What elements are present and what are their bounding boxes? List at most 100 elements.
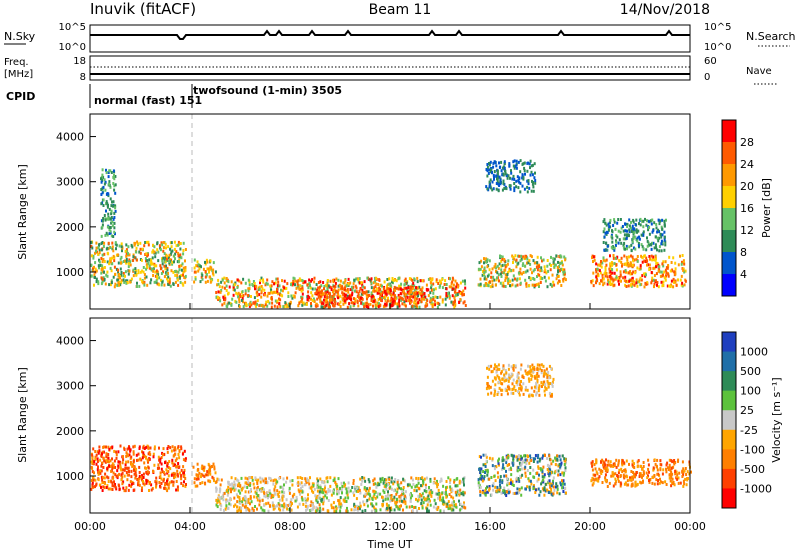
data-cell <box>523 256 526 260</box>
data-cell <box>390 487 393 491</box>
data-cell <box>272 507 275 511</box>
data-cell <box>111 262 114 266</box>
data-cell <box>396 305 399 309</box>
data-cell <box>639 276 642 280</box>
data-cell <box>543 488 546 492</box>
data-cell <box>430 302 433 306</box>
data-cell <box>611 229 613 233</box>
data-cell <box>341 297 344 301</box>
data-cell <box>480 467 483 471</box>
data-cell <box>267 291 270 295</box>
data-cell <box>374 509 377 513</box>
data-cell <box>107 194 110 198</box>
data-cell <box>168 281 171 285</box>
data-cell <box>525 458 528 462</box>
data-cell <box>548 471 551 475</box>
data-cell <box>520 463 523 467</box>
data-cell <box>595 470 598 474</box>
data-cell <box>348 302 351 306</box>
data-cell <box>531 173 534 177</box>
data-cell <box>496 172 499 176</box>
data-cell <box>495 465 498 469</box>
data-cell <box>109 487 112 491</box>
data-cell <box>177 240 180 244</box>
data-cell <box>231 484 234 488</box>
data-cell <box>128 258 131 262</box>
data-cell <box>275 478 278 482</box>
data-cell <box>125 454 128 458</box>
data-cell <box>101 452 103 456</box>
data-cell <box>96 468 99 472</box>
data-cell <box>169 252 172 256</box>
data-cell <box>397 277 400 281</box>
data-cell <box>547 470 550 474</box>
y-tick-label: 3000 <box>56 176 84 189</box>
data-cell <box>201 277 204 281</box>
data-cell <box>441 286 444 290</box>
data-cell <box>563 463 566 466</box>
data-cell <box>109 266 112 270</box>
data-cell <box>165 468 168 472</box>
data-cell <box>555 277 558 281</box>
data-cell <box>481 491 484 495</box>
data-cell <box>501 263 504 267</box>
data-cell <box>609 264 612 268</box>
data-cell <box>324 494 327 498</box>
data-cell <box>358 277 361 281</box>
data-cell <box>282 503 285 507</box>
data-cell <box>507 259 510 263</box>
data-cell <box>636 465 639 469</box>
data-cell <box>463 300 466 304</box>
data-cell <box>193 477 196 481</box>
data-cell <box>226 488 228 492</box>
data-cell <box>462 503 465 507</box>
data-cell <box>532 259 535 263</box>
data-cell <box>613 464 616 468</box>
data-cell <box>107 476 110 480</box>
data-cell <box>237 479 240 483</box>
data-cell <box>296 285 299 289</box>
data-cell <box>249 300 252 304</box>
data-cell <box>646 236 648 240</box>
data-cell <box>506 481 509 485</box>
data-cell <box>101 223 104 227</box>
data-cell <box>408 277 411 281</box>
nave-tick-high: 60 <box>704 56 717 67</box>
data-cell <box>165 246 167 250</box>
data-cell <box>105 200 108 204</box>
data-cell <box>130 463 133 467</box>
data-cell <box>310 500 313 504</box>
data-cell <box>542 480 545 484</box>
data-cell <box>301 279 304 283</box>
data-cell <box>166 489 169 493</box>
data-cell <box>147 253 149 257</box>
data-cell <box>145 479 148 483</box>
data-cell <box>456 477 459 481</box>
data-cell <box>179 280 182 284</box>
data-cell <box>277 280 280 284</box>
data-cell <box>216 477 219 481</box>
data-cell <box>215 489 218 493</box>
data-cell <box>357 278 360 282</box>
data-cell <box>596 267 599 271</box>
data-cell <box>159 485 162 489</box>
data-cell <box>283 279 286 283</box>
data-cell <box>270 493 273 497</box>
data-cell <box>389 292 392 296</box>
data-cell <box>385 301 388 305</box>
data-cell <box>136 281 138 285</box>
data-cell <box>141 474 143 478</box>
data-cell <box>427 494 430 498</box>
data-cell <box>372 489 375 493</box>
data-cell <box>562 279 565 283</box>
data-cell <box>106 270 109 274</box>
data-cell <box>281 490 284 494</box>
data-cell <box>416 280 419 284</box>
data-cell <box>652 258 655 262</box>
data-cell <box>553 265 556 269</box>
data-cell <box>316 297 319 301</box>
data-cell <box>229 302 232 306</box>
data-cell <box>382 481 385 485</box>
data-cell <box>123 280 126 284</box>
data-cell <box>198 264 201 268</box>
